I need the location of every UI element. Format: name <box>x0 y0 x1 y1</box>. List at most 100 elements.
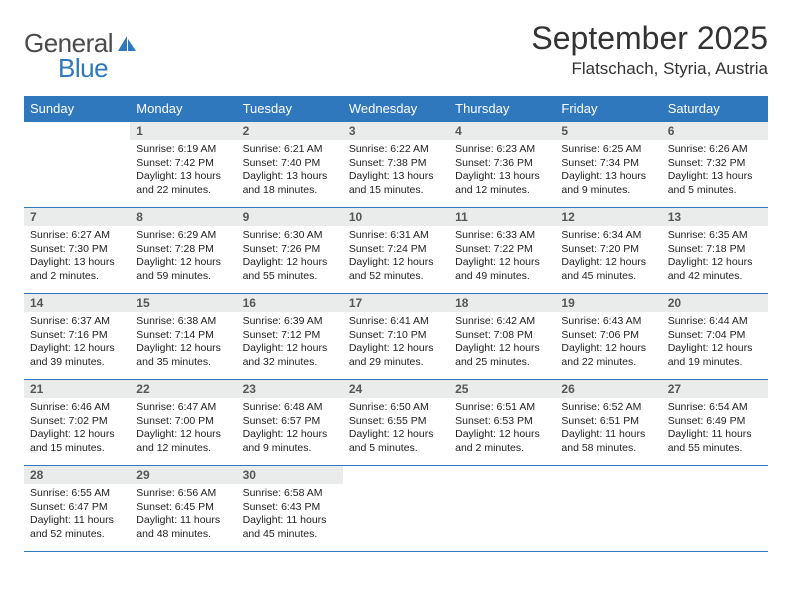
daylight-text: Daylight: 12 hours and 22 minutes. <box>561 342 655 369</box>
calendar-cell: 6Sunrise: 6:26 AMSunset: 7:32 PMDaylight… <box>662 122 768 208</box>
calendar-cell: 1Sunrise: 6:19 AMSunset: 7:42 PMDaylight… <box>130 122 236 208</box>
sunset-text: Sunset: 7:28 PM <box>136 243 230 257</box>
calendar-cell: 19Sunrise: 6:43 AMSunset: 7:06 PMDayligh… <box>555 294 661 380</box>
day-body: Sunrise: 6:22 AMSunset: 7:38 PMDaylight:… <box>343 140 449 202</box>
calendar-cell: 18Sunrise: 6:42 AMSunset: 7:08 PMDayligh… <box>449 294 555 380</box>
day-number: 20 <box>662 294 768 312</box>
calendar-cell: 16Sunrise: 6:39 AMSunset: 7:12 PMDayligh… <box>237 294 343 380</box>
day-body: Sunrise: 6:41 AMSunset: 7:10 PMDaylight:… <box>343 312 449 374</box>
day-body: Sunrise: 6:43 AMSunset: 7:06 PMDaylight:… <box>555 312 661 374</box>
calendar-cell: 20Sunrise: 6:44 AMSunset: 7:04 PMDayligh… <box>662 294 768 380</box>
day-body: Sunrise: 6:47 AMSunset: 7:00 PMDaylight:… <box>130 398 236 460</box>
calendar-body: 1 Sunrise: 6:19 AMSunset: 7:42 PM Daylight… <box>24 122 768 552</box>
sunset-text: Sunset: 7:08 PM <box>455 329 549 343</box>
day-number: 1 <box>130 122 236 140</box>
calendar-cell-empty <box>343 466 449 552</box>
sunrise-text: Sunrise: 6:30 AM <box>243 229 337 243</box>
calendar-cell: 26Sunrise: 6:52 AMSunset: 6:51 PMDayligh… <box>555 380 661 466</box>
sunrise-text: Sunrise: 6:38 AM <box>136 315 230 329</box>
day-body: Sunrise: 6:39 AMSunset: 7:12 PMDaylight:… <box>237 312 343 374</box>
daylight-text: Daylight: 12 hours and 55 minutes. <box>243 256 337 283</box>
day-body: Sunrise: 6:37 AMSunset: 7:16 PMDaylight:… <box>24 312 130 374</box>
day-number: 8 <box>130 208 236 226</box>
day-number: 16 <box>237 294 343 312</box>
calendar-cell: 12Sunrise: 6:34 AMSunset: 7:20 PMDayligh… <box>555 208 661 294</box>
daylight-text: Daylight: 12 hours and 35 minutes. <box>136 342 230 369</box>
daylight-text: Daylight: 12 hours and 42 minutes. <box>668 256 762 283</box>
sunset-text: Sunset: 7:00 PM <box>136 415 230 429</box>
sunset-text: Sunset: 7:16 PM <box>30 329 124 343</box>
day-body: Sunrise: 6:33 AMSunset: 7:22 PMDaylight:… <box>449 226 555 288</box>
sunrise-text: Sunrise: 6:33 AM <box>455 229 549 243</box>
day-body: Sunrise: 6:25 AMSunset: 7:34 PMDaylight:… <box>555 140 661 202</box>
sunset-text: Sunset: 7:42 PM <box>136 157 230 171</box>
calendar-cell: 24Sunrise: 6:50 AMSunset: 6:55 PMDayligh… <box>343 380 449 466</box>
weekday-header: Sunday <box>24 96 130 122</box>
day-body: Sunrise: 6:26 AMSunset: 7:32 PMDaylight:… <box>662 140 768 202</box>
sunrise-text: Sunrise: 6:29 AM <box>136 229 230 243</box>
sunrise-text: Sunrise: 6:55 AM <box>30 487 124 501</box>
daylight-text: Daylight: 12 hours and 29 minutes. <box>349 342 443 369</box>
daylight-text: Daylight: 12 hours and 39 minutes. <box>30 342 124 369</box>
sunrise-text: Sunrise: 6:47 AM <box>136 401 230 415</box>
sunrise-text: Sunrise: 6:44 AM <box>668 315 762 329</box>
sunrise-text: Sunrise: 6:35 AM <box>668 229 762 243</box>
day-body: Sunrise: 6:42 AMSunset: 7:08 PMDaylight:… <box>449 312 555 374</box>
sunrise-text: Sunrise: 6:46 AM <box>30 401 124 415</box>
sunrise-text: Sunrise: 6:27 AM <box>30 229 124 243</box>
day-number: 30 <box>237 466 343 484</box>
day-body: Sunrise: 6:55 AMSunset: 6:47 PMDaylight:… <box>24 484 130 546</box>
title-block: September 2025 Flatschach, Styria, Austr… <box>531 18 768 81</box>
day-number: 6 <box>662 122 768 140</box>
day-body: Sunrise: 6:27 AMSunset: 7:30 PMDaylight:… <box>24 226 130 288</box>
sunrise-text: Sunrise: 6:37 AM <box>30 315 124 329</box>
sunset-text: Sunset: 7:14 PM <box>136 329 230 343</box>
day-body: Sunrise: 6:52 AMSunset: 6:51 PMDaylight:… <box>555 398 661 460</box>
calendar-cell: 21Sunrise: 6:46 AMSunset: 7:02 PMDayligh… <box>24 380 130 466</box>
calendar-cell: 2Sunrise: 6:21 AMSunset: 7:40 PMDaylight… <box>237 122 343 208</box>
day-body: Sunrise: 6:44 AMSunset: 7:04 PMDaylight:… <box>662 312 768 374</box>
day-number: 11 <box>449 208 555 226</box>
sunset-text: Sunset: 6:57 PM <box>243 415 337 429</box>
sunset-text: Sunset: 7:34 PM <box>561 157 655 171</box>
day-number: 24 <box>343 380 449 398</box>
calendar-cell: 5Sunrise: 6:25 AMSunset: 7:34 PMDaylight… <box>555 122 661 208</box>
sunrise-text: Sunrise: 6:19 AM <box>136 143 230 157</box>
day-number: 13 <box>662 208 768 226</box>
day-number: 29 <box>130 466 236 484</box>
day-number: 19 <box>555 294 661 312</box>
calendar-cell: 7Sunrise: 6:27 AMSunset: 7:30 PMDaylight… <box>24 208 130 294</box>
calendar-row: 1 Sunrise: 6:19 AMSunset: 7:42 PM Daylight… <box>24 122 768 208</box>
day-number: 3 <box>343 122 449 140</box>
daylight-text: Daylight: 12 hours and 9 minutes. <box>243 428 337 455</box>
sunset-text: Sunset: 6:55 PM <box>349 415 443 429</box>
daylight-text: Daylight: 12 hours and 19 minutes. <box>668 342 762 369</box>
sunset-text: Sunset: 7:38 PM <box>349 157 443 171</box>
day-number: 28 <box>24 466 130 484</box>
sunrise-text: Sunrise: 6:43 AM <box>561 315 655 329</box>
weekday-header: Monday <box>130 96 236 122</box>
weekday-header: Saturday <box>662 96 768 122</box>
calendar-row: 21Sunrise: 6:46 AMSunset: 7:02 PMDayligh… <box>24 380 768 466</box>
sunset-text: Sunset: 6:45 PM <box>136 501 230 515</box>
page: General September 2025 Flatschach, Styri… <box>0 0 792 612</box>
calendar-cell: 25Sunrise: 6:51 AMSunset: 6:53 PMDayligh… <box>449 380 555 466</box>
day-number: 14 <box>24 294 130 312</box>
calendar-cell: 10Sunrise: 6:31 AMSunset: 7:24 PMDayligh… <box>343 208 449 294</box>
daylight-text: Daylight: 11 hours and 52 minutes. <box>30 514 124 541</box>
day-number: 21 <box>24 380 130 398</box>
daylight-text: Daylight: 12 hours and 32 minutes. <box>243 342 337 369</box>
calendar-cell: 8Sunrise: 6:29 AMSunset: 7:28 PMDaylight… <box>130 208 236 294</box>
calendar-cell-empty <box>555 466 661 552</box>
sunrise-text: Sunrise: 6:22 AM <box>349 143 443 157</box>
day-body: Sunrise: 6:31 AMSunset: 7:24 PMDaylight:… <box>343 226 449 288</box>
daylight-text: Daylight: 11 hours and 48 minutes. <box>136 514 230 541</box>
daylight-text: Daylight: 12 hours and 5 minutes. <box>349 428 443 455</box>
calendar-row: 14Sunrise: 6:37 AMSunset: 7:16 PMDayligh… <box>24 294 768 380</box>
sunrise-text: Sunrise: 6:26 AM <box>668 143 762 157</box>
daylight-text: Daylight: 13 hours and 9 minutes. <box>561 170 655 197</box>
calendar-cell: 23Sunrise: 6:48 AMSunset: 6:57 PMDayligh… <box>237 380 343 466</box>
sunset-text: Sunset: 7:06 PM <box>561 329 655 343</box>
daylight-text: Daylight: 13 hours and 2 minutes. <box>30 256 124 283</box>
weekday-header: Wednesday <box>343 96 449 122</box>
